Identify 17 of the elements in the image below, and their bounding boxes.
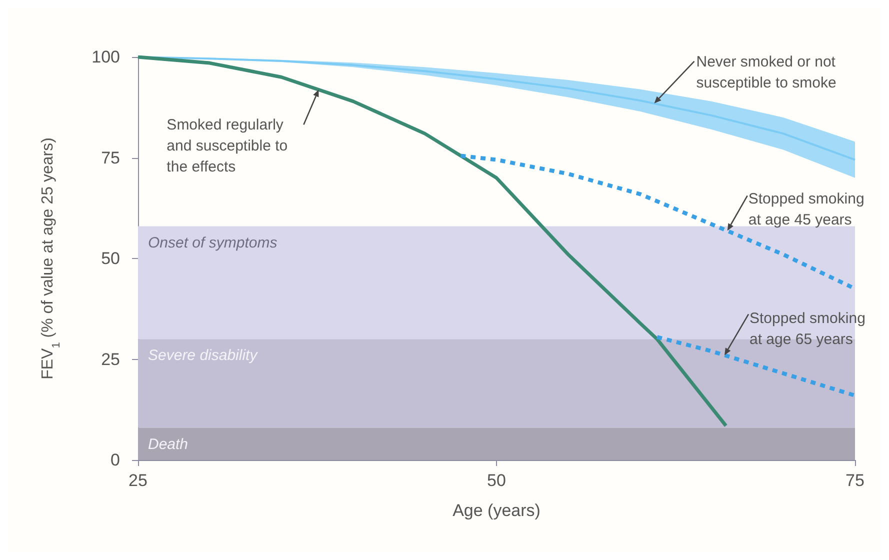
y-axis-title: FEV1 (% of value at age 25 years) [40,138,62,380]
x-tick-label: 25 [128,471,148,490]
annotation: Smoked regularly and susceptible to the effects [166,116,288,176]
y-tick-label: 75 [101,148,120,168]
band-label: Onset of symptoms [148,234,278,252]
band-label: Death [148,436,188,453]
x-tick-label: 50 [487,471,506,490]
annotation: Stopped smoking at age 65 years [750,310,866,348]
y-tick-label: 100 [92,48,120,66]
line-series [655,335,857,398]
y-tick-label: 25 [101,350,120,369]
x-axis-title: Age (years) [452,501,540,520]
annotation: Never smoked or not susceptible to smoke [696,53,836,92]
annotation: Stopped smoking at age 45 years [748,190,864,229]
y-tick-label: 50 [101,249,120,268]
y-tick-label: 0 [110,450,120,470]
x-tick-label: 75 [846,471,864,490]
